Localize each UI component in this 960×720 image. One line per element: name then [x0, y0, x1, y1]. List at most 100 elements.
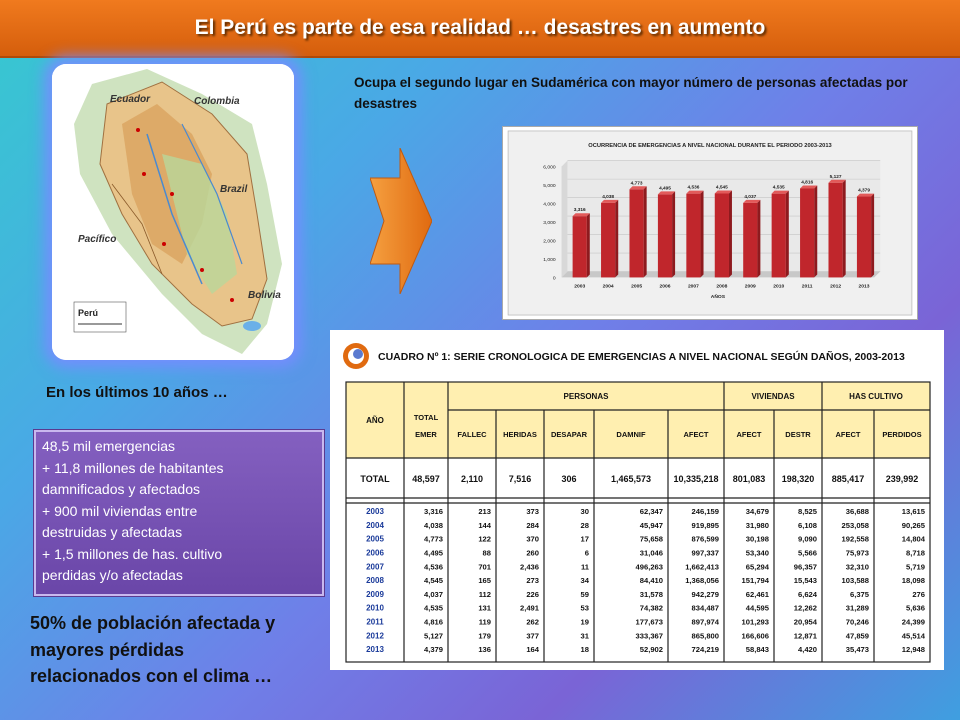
table-header-bg [346, 382, 930, 458]
emergencies-chart: OCURRENCIA DE EMERGENCIAS A NIVEL NACION… [502, 126, 918, 320]
table-cell: 4,773 [424, 535, 443, 544]
chart-bar-top [686, 190, 704, 194]
table-cell: 276 [912, 590, 925, 599]
chart-bar [771, 193, 786, 278]
table-year-cell: 2004 [366, 521, 384, 530]
table-col-total: TOTAL [414, 413, 439, 422]
table-year-cell: 2010 [366, 604, 384, 613]
chart-bar [828, 182, 843, 278]
stats-line: perdidas y/o afectadas [42, 567, 183, 583]
table-year-cell: 2013 [366, 645, 384, 654]
chart-bar [686, 193, 701, 278]
table-cell: 151,794 [742, 576, 770, 585]
table-cell: 4,535 [424, 604, 444, 613]
damages-table-graphic: CUADRO Nº 1: SERIE CRONOLOGICA DE EMERGE… [343, 343, 931, 663]
table-cell: 122 [478, 535, 491, 544]
table-cell: 701 [478, 562, 491, 571]
table-cell: 136 [478, 645, 491, 654]
table-cell: 31,046 [640, 548, 663, 557]
conclusion-line: 50% de población afectada y [30, 613, 276, 633]
table-total-cell: 2,110 [461, 474, 483, 484]
chart-bar-side [871, 193, 875, 278]
table-cell: 1,368,056 [685, 576, 719, 585]
table-cell: 226 [526, 590, 539, 599]
table-col-header: AFECT [836, 430, 861, 439]
chart-bar-top [743, 199, 761, 203]
table-cell: 19 [581, 618, 589, 627]
map-label-ecuador: Ecuador [110, 94, 151, 105]
table-cell: 18,098 [902, 576, 925, 585]
stats-line: damnificados y afectados [42, 481, 200, 497]
chart-xtick-label: 2006 [660, 283, 671, 289]
table-cell: 4,379 [424, 645, 443, 654]
table-cell: 834,487 [692, 604, 719, 613]
table-cell: 17 [581, 535, 589, 544]
table-col-header: AFECT [684, 430, 709, 439]
chart-xtick-label: 2005 [631, 283, 642, 289]
table-col-header: HERIDAS [503, 430, 537, 439]
table-cell: 12,871 [794, 631, 818, 640]
stats-line: + 11,8 millones de habitantes [42, 459, 224, 476]
table-cell: 75,973 [846, 548, 869, 557]
map-label-bolivia: Bolivia [248, 290, 281, 301]
table-cell: 131 [478, 604, 491, 613]
chart-bar-top [714, 190, 732, 194]
table-year-cell: 2003 [366, 507, 384, 516]
table-cell: 5,127 [424, 631, 443, 640]
table-col-total: EMER [415, 430, 437, 439]
chart-bar-top [601, 199, 619, 203]
table-cell: 31 [581, 631, 590, 640]
table-cell: 4,037 [424, 590, 443, 599]
orange-arrow-icon [370, 148, 432, 294]
chart-bar-side [700, 190, 704, 278]
table-col-year: AÑO [366, 416, 384, 425]
table-cell: 47,859 [846, 631, 869, 640]
stats-line: destruidas y afectadas [42, 524, 183, 540]
table-cell: 70,246 [846, 618, 869, 627]
table-cell: 15,543 [794, 576, 817, 585]
chart-value-label: 3,316 [574, 207, 586, 213]
chart-value-label: 4,495 [659, 185, 671, 191]
table-cell: 865,800 [692, 631, 719, 640]
table-cell: 6,375 [850, 590, 870, 599]
chart-ytick-label: 3,000 [543, 220, 556, 226]
sub-heading: En los últimos 10 años … [46, 384, 228, 401]
chart-bar [657, 194, 673, 278]
table-cell: 31,289 [846, 604, 869, 613]
map-label-pacifico: Pacífico [78, 234, 116, 245]
table-cell: 62,347 [640, 507, 663, 516]
chart-bar-top [572, 213, 590, 217]
table-total-cell: 801,083 [733, 474, 766, 484]
chart-xtick-label: 2011 [802, 283, 813, 289]
chart-bar [800, 188, 815, 278]
table-cell: 144 [478, 521, 491, 530]
table-cell: 30,198 [746, 535, 769, 544]
table-cell: 260 [526, 548, 539, 557]
chart-bar-side [842, 179, 846, 278]
table-cell: 96,357 [794, 562, 817, 571]
table-cell: 284 [526, 521, 539, 530]
table-cell: 59 [581, 590, 589, 599]
chart-bar [714, 193, 729, 278]
chart-bar-side [672, 191, 676, 278]
table-cell: 34,679 [746, 507, 769, 516]
table-cell: 373 [526, 507, 539, 516]
chart-bar-top [800, 185, 818, 189]
chart-value-label: 4,545 [716, 185, 728, 191]
table-total-cell: 10,335,218 [673, 474, 718, 484]
table-col-header: PERDIDOS [882, 430, 921, 439]
chart-ytick-label: 2,000 [543, 238, 556, 244]
table-cell: 12,948 [902, 645, 925, 654]
table-cell: 246,159 [692, 507, 719, 516]
table-cell: 164 [526, 645, 539, 654]
chart-value-label: 4,037 [744, 194, 756, 200]
table-cell: 53 [581, 604, 589, 613]
conclusion-text: 50% de población afectada y mayores pérd… [30, 610, 330, 690]
table-cell: 28 [581, 521, 589, 530]
chart-bar [856, 196, 872, 278]
chart-xlabel: AÑOS [711, 293, 726, 300]
table-col-header: AFECT [737, 430, 762, 439]
table-cell: 32,310 [846, 562, 869, 571]
table-cell: 377 [526, 631, 539, 640]
stats-box: 48,5 mil emergencias + 11,8 millones de … [33, 429, 325, 597]
